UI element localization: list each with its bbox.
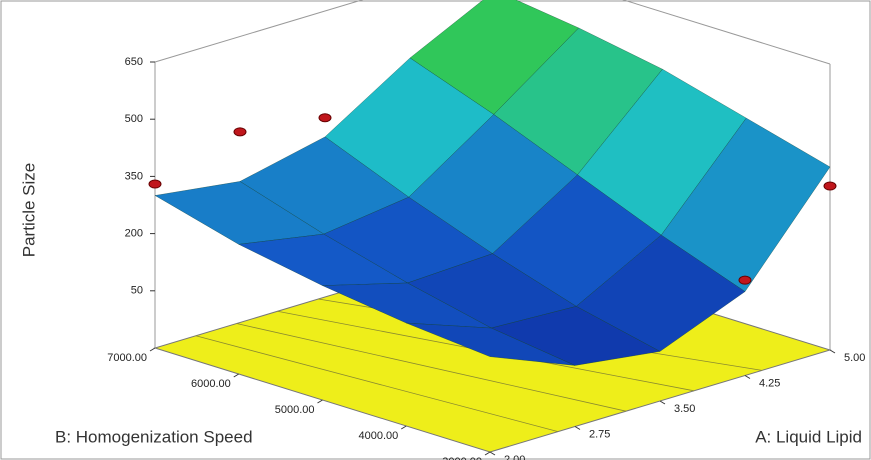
y-tick-label: 5000.00 [275, 404, 315, 416]
y-tick-label: 4000.00 [358, 430, 398, 442]
x-tick-label: 3.50 [674, 403, 695, 415]
surface-cell [406, 322, 576, 366]
x-tick-label: 2.00 [504, 454, 525, 460]
x-tick-label: 4.25 [759, 377, 780, 389]
y-axis-label: B: Homogenization Speed [55, 427, 253, 446]
floor-contour [236, 323, 627, 412]
z-axis-label: Particle Size [19, 163, 38, 257]
x-tick [659, 400, 666, 405]
x-tick [574, 426, 581, 430]
y-tick [484, 451, 491, 456]
x-tick-label: 2.75 [589, 428, 610, 440]
y-tick-label: 7000.00 [107, 352, 147, 364]
x-axis-label: A: Liquid Lipid [755, 427, 862, 446]
z-tick-label: 200 [125, 228, 143, 240]
z-tick-label: 650 [125, 56, 143, 68]
y-tick [317, 399, 323, 404]
box-edge [154, 0, 364, 63]
z-tick-label: 350 [125, 170, 143, 182]
y-tick-label: 6000.00 [191, 378, 231, 390]
design-point [233, 127, 247, 137]
z-tick-label: 50 [131, 285, 143, 297]
x-tick-label: 5.00 [844, 352, 865, 364]
x-tick [829, 349, 836, 354]
y-tick [149, 347, 156, 352]
z-tick-label: 500 [125, 113, 143, 125]
x-tick [744, 375, 751, 379]
y-tick [400, 425, 407, 430]
design-point [738, 275, 752, 285]
y-tick-label: 3000.00 [442, 456, 482, 460]
design-point [823, 181, 837, 191]
x-tick [489, 451, 496, 456]
design-point [318, 113, 332, 123]
y-tick [233, 373, 240, 378]
floor-contour [195, 335, 559, 432]
design-point [148, 179, 162, 189]
box-edge [622, 0, 831, 65]
